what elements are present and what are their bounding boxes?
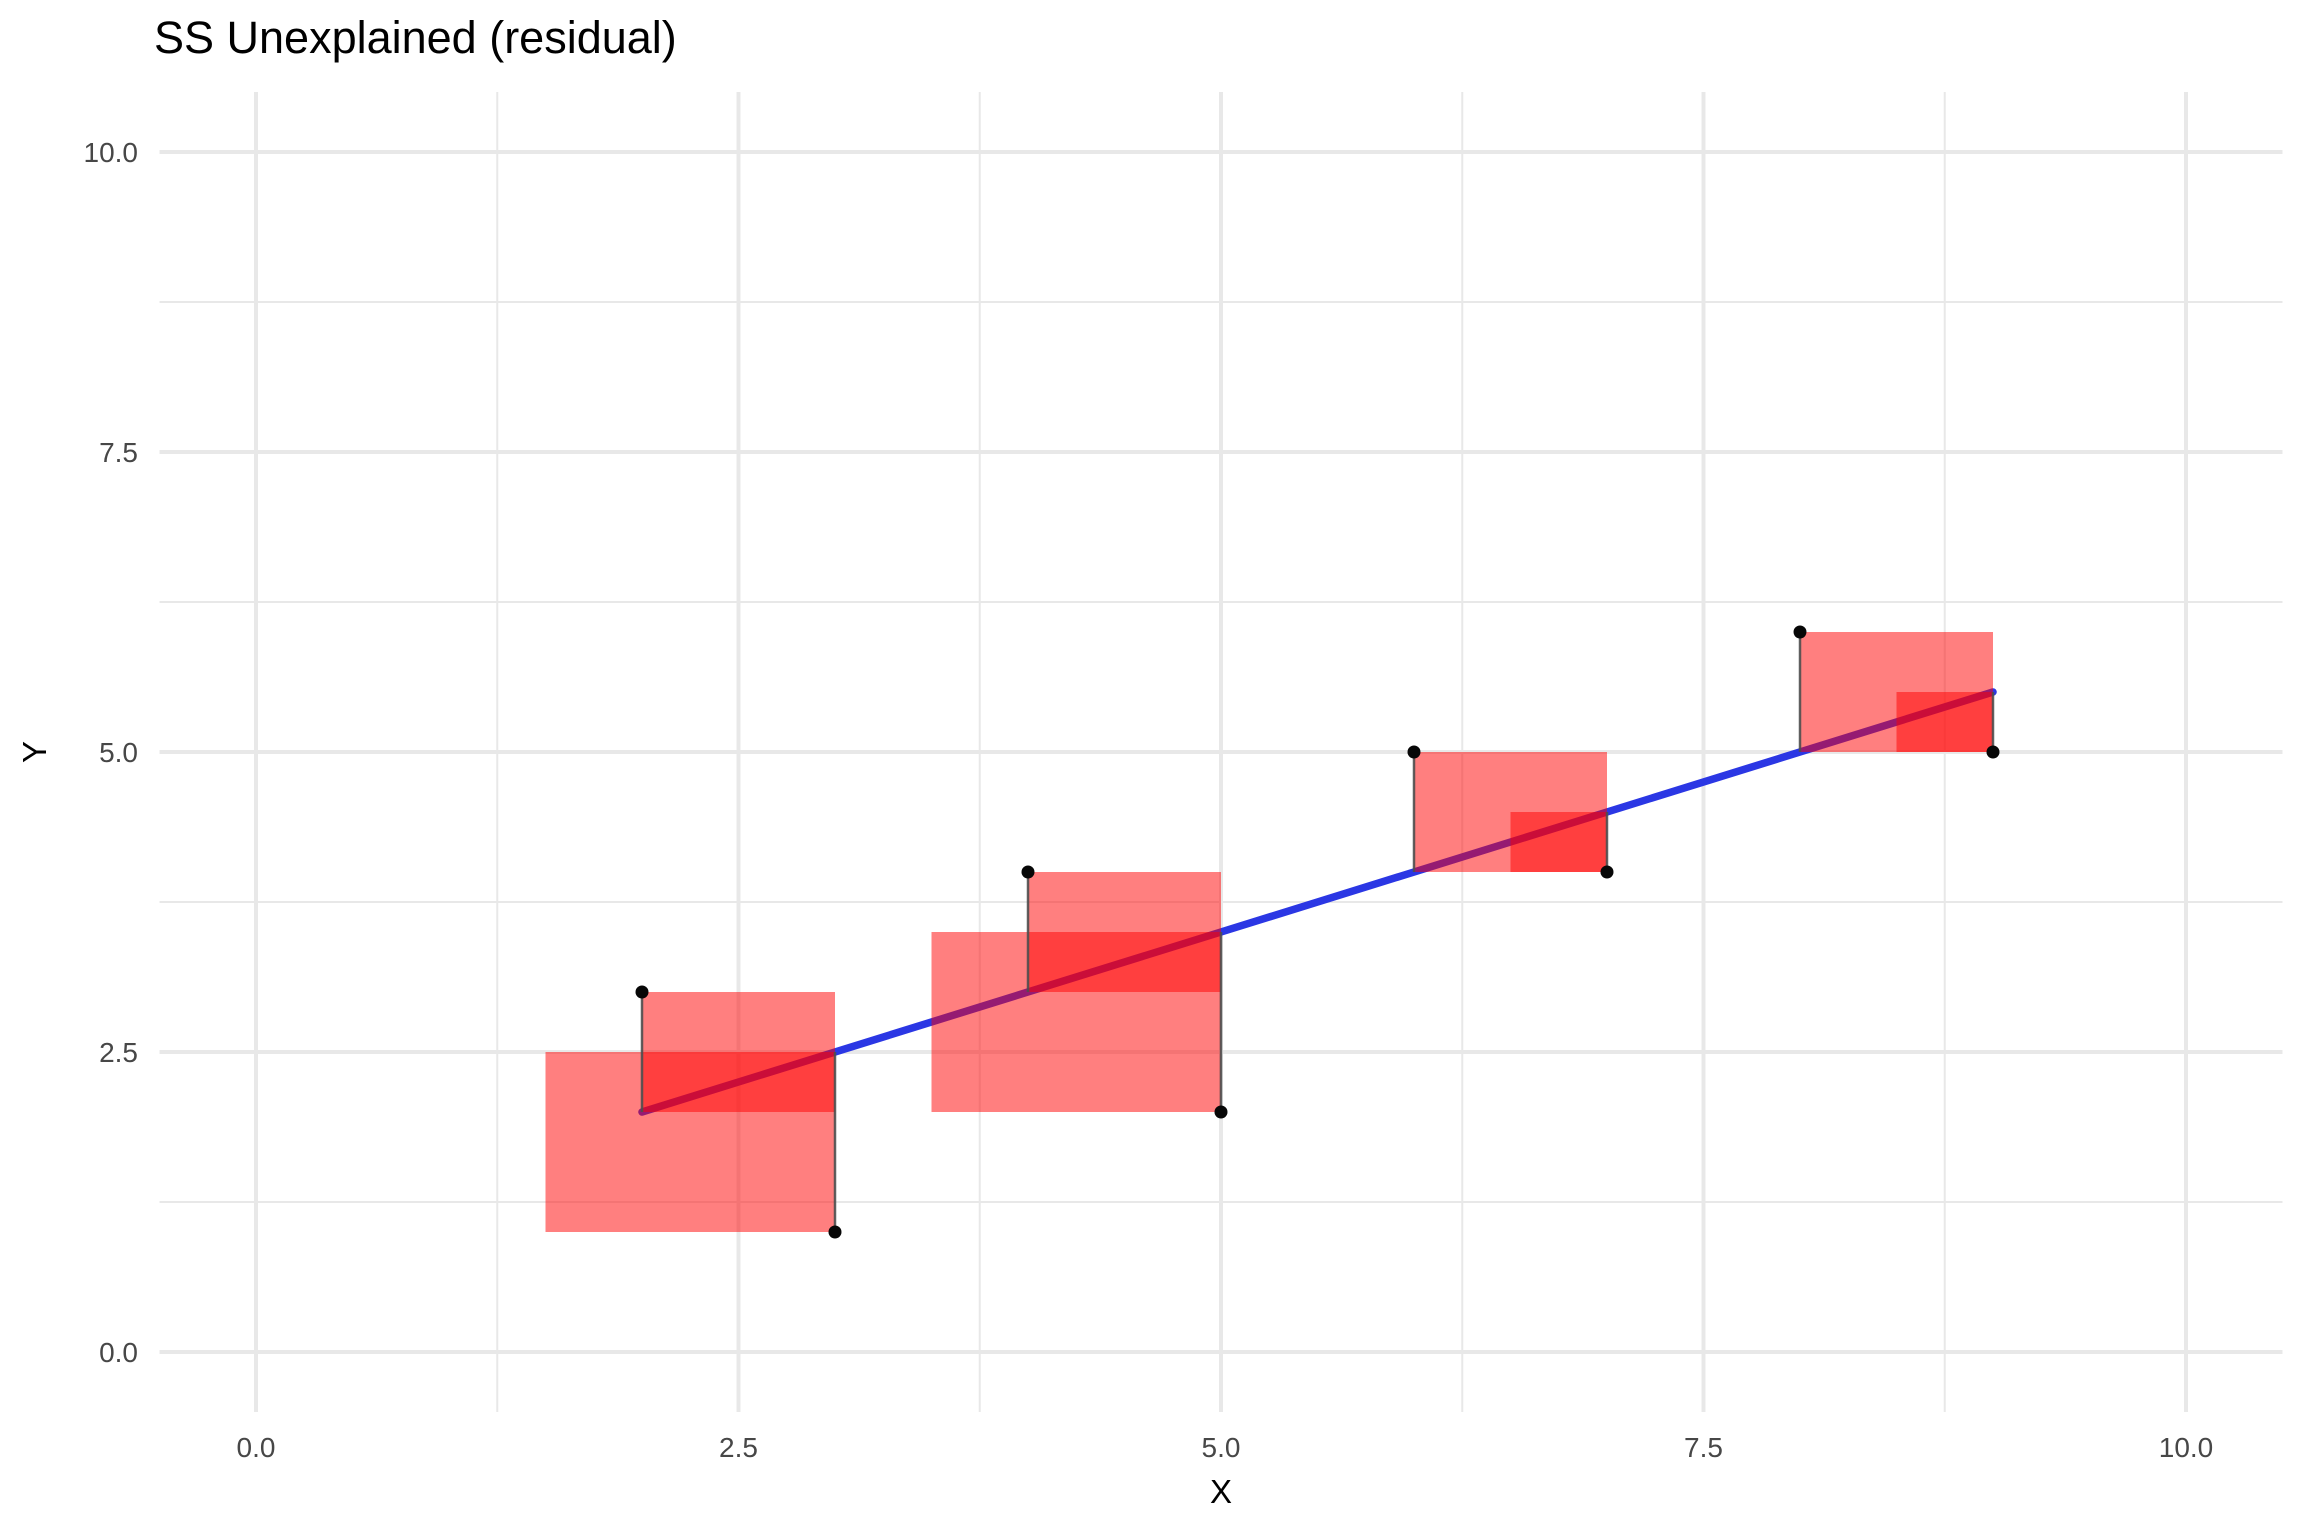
x-axis-title: X xyxy=(1210,1473,1232,1510)
data-point xyxy=(1986,745,2000,759)
y-tick-label: 5.0 xyxy=(99,737,138,768)
y-tick-label: 2.5 xyxy=(99,1037,138,1068)
data-point xyxy=(1021,865,1035,879)
y-tick-label: 0.0 xyxy=(99,1337,138,1368)
y-tick-label: 7.5 xyxy=(99,437,138,468)
regression-line xyxy=(638,688,1997,1116)
data-point xyxy=(635,985,649,999)
plot-title: SS Unexplained (residual) xyxy=(154,12,677,63)
x-tick-label: 7.5 xyxy=(1684,1432,1723,1463)
x-tick-label: 0.0 xyxy=(237,1432,276,1463)
residual-square xyxy=(1896,692,1993,752)
data-point xyxy=(1793,625,1807,639)
x-tick-label: 5.0 xyxy=(1202,1432,1241,1463)
residual-square xyxy=(1510,812,1607,872)
data-point xyxy=(1214,1105,1228,1119)
y-axis-title: Y xyxy=(16,741,53,763)
y-tick-label: 10.0 xyxy=(84,137,139,168)
data-point xyxy=(828,1225,842,1239)
x-tick-label: 2.5 xyxy=(719,1432,758,1463)
residual-square xyxy=(931,932,1221,1112)
data-point xyxy=(1600,865,1614,879)
residual-square xyxy=(545,1052,835,1232)
data-point xyxy=(1407,745,1421,759)
x-tick-label: 10.0 xyxy=(2159,1432,2214,1463)
